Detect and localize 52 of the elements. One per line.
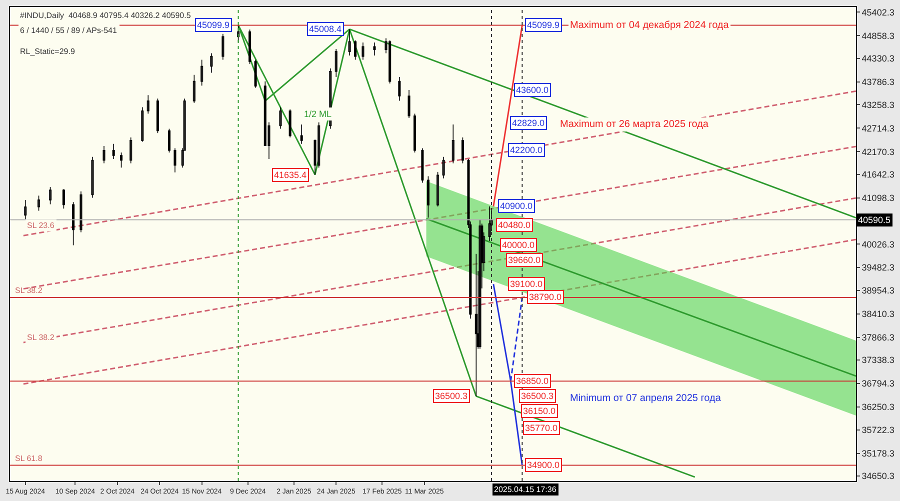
annotation: 42200.0 bbox=[510, 145, 543, 155]
text: 2025.04.15 17:36 bbox=[494, 485, 557, 494]
annotation: 45008.4 bbox=[309, 24, 342, 34]
annotation: 45099.9 bbox=[527, 20, 560, 30]
annotation: Maximum от 26 марта 2025 года bbox=[560, 119, 709, 130]
y-tick-label: 43258.3 bbox=[862, 100, 894, 110]
annotation: 40000.0 bbox=[502, 240, 535, 250]
y-tick-label: 35178.3 bbox=[862, 448, 894, 458]
annotation: 36850.0 bbox=[516, 376, 549, 386]
y-tick-label: 39482.3 bbox=[862, 262, 894, 273]
y-tick-label: 45402.3 bbox=[862, 7, 894, 18]
y-tick-label: 38410.3 bbox=[862, 308, 894, 319]
annotation: 39100.0 bbox=[510, 279, 543, 289]
annotation: #INDU,Daily 40468.9 40795.4 40326.2 40590.5 bbox=[20, 11, 192, 20]
annotation: 40900.0 bbox=[500, 201, 533, 211]
ref-line-label: 40590.5 bbox=[858, 215, 891, 225]
y-tick-label: 42714.3 bbox=[862, 123, 894, 134]
annotation: RL_Static=29.9 bbox=[20, 47, 76, 56]
y-tick-label: 38954.3 bbox=[862, 286, 894, 296]
y-tick-label: 44858.3 bbox=[862, 30, 894, 41]
y-tick-label: 41098.3 bbox=[862, 193, 894, 204]
y-tick-label: 42170.3 bbox=[862, 146, 894, 157]
annotation: 39660.0 bbox=[508, 255, 541, 265]
annotation: Minimum от 07 апреля 2025 года bbox=[570, 393, 722, 404]
annotation: SL 38.2 bbox=[27, 333, 55, 342]
ref-line-label: SL 61.8 bbox=[15, 454, 43, 463]
annotation: 43600.0 bbox=[516, 85, 549, 95]
y-tick-label: 36250.3 bbox=[862, 402, 894, 412]
y-tick-label: 41642.3 bbox=[862, 170, 894, 180]
y-tick-label: 34650.3 bbox=[862, 471, 894, 482]
y-tick-label: 43786.3 bbox=[862, 77, 894, 88]
y-tick-label: 37338.3 bbox=[862, 355, 894, 366]
y-tick-label: 44330.3 bbox=[862, 54, 894, 64]
annotation: 34900.0 bbox=[527, 460, 560, 470]
annotation: SL 23.6 bbox=[27, 221, 55, 230]
annotation: 41635.4 bbox=[274, 170, 307, 180]
y-tick-label: 36794.3 bbox=[862, 378, 894, 389]
ref-line-label: SL 38.2 bbox=[15, 286, 43, 295]
annotation: 45099.9 bbox=[197, 20, 230, 30]
y-tick-label: 35722.3 bbox=[862, 424, 894, 435]
y-tick-label: 37866.3 bbox=[862, 332, 894, 342]
annotation: 40480.0 bbox=[498, 220, 531, 230]
annotation: 36500.3 bbox=[521, 391, 554, 401]
annotation: 42829.0 bbox=[512, 118, 545, 128]
annotation: 6 / 1440 / 55 / 89 / APs-541 bbox=[20, 26, 118, 35]
y-tick-label: 40026.3 bbox=[862, 239, 894, 250]
annotation: 35770.0 bbox=[525, 423, 558, 433]
annotation: 36500.3 bbox=[435, 391, 468, 401]
annotation: 36150.0 bbox=[523, 406, 556, 416]
annotation: 38790.0 bbox=[529, 292, 562, 302]
annotation: 1/2 ML bbox=[304, 109, 332, 119]
annotation: Maximum от 04 декабря 2024 года bbox=[570, 20, 730, 31]
